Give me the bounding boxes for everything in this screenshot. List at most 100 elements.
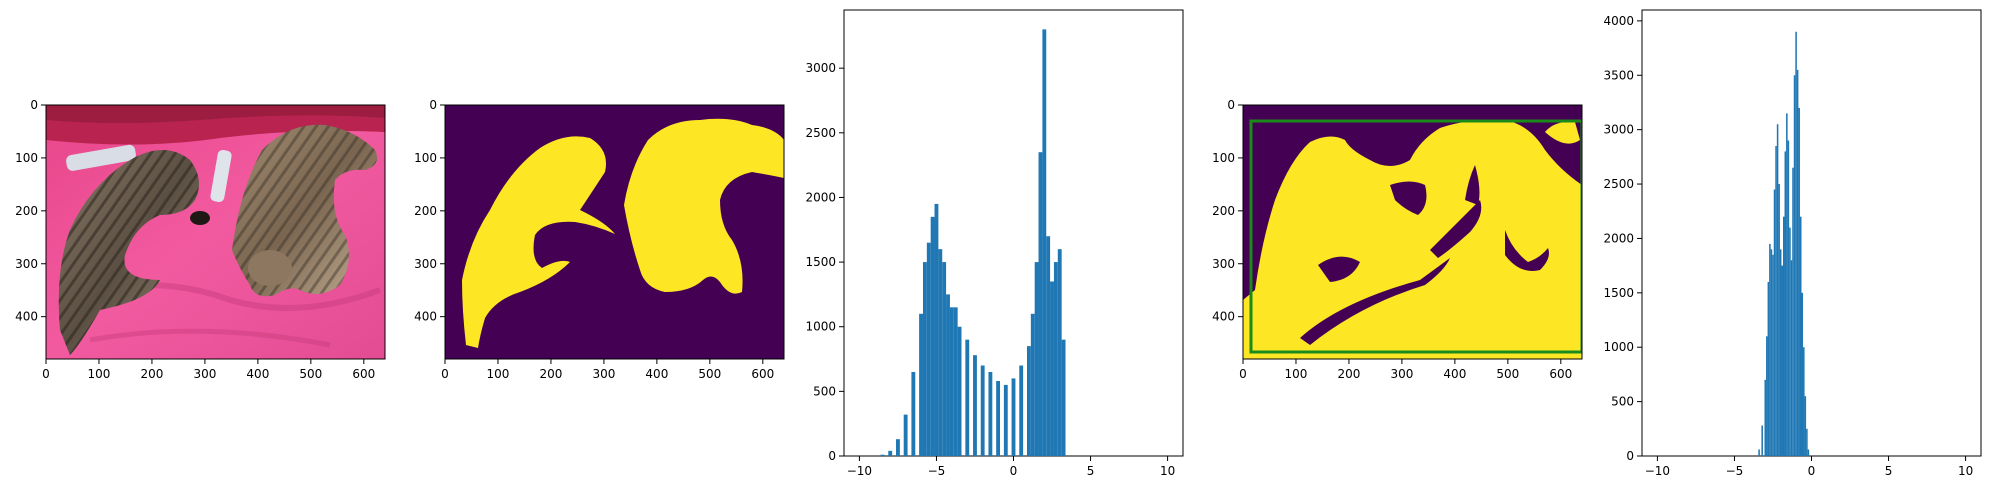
y-tick-label: 200: [15, 204, 38, 218]
histogram-bar: [1046, 236, 1051, 456]
y-tick-label: 0: [429, 98, 437, 112]
remote-left: [66, 144, 136, 171]
histogram-bar: [896, 439, 900, 456]
y-tick-label: 2000: [1603, 231, 1634, 245]
histogram-bar: [1801, 292, 1804, 456]
x-tick-label: −10: [847, 464, 872, 478]
y-tick-label: 1000: [805, 320, 836, 334]
histogram-bar: [880, 454, 885, 456]
histogram-bar: [942, 262, 947, 456]
y-tick-label: 200: [414, 204, 437, 218]
histogram-bar: [911, 371, 916, 456]
x-tick-label: 0: [441, 367, 449, 381]
x-tick-label: 200: [539, 367, 562, 381]
cat-photo: [46, 105, 385, 359]
mask-panel: 0 100 200 300 400 500 600 0 100 200 300 400: [414, 98, 785, 381]
x-tick-label: 600: [1549, 367, 1572, 381]
x-tick-label: 600: [751, 367, 774, 381]
histogram-bar: [1787, 140, 1790, 456]
segmentation-mask: [445, 105, 784, 359]
histogram-bar: [1770, 249, 1773, 456]
y-tick-label: 200: [1212, 204, 1235, 218]
x-tick-label: −5: [928, 464, 946, 478]
x-tick-label: 200: [1337, 367, 1360, 381]
histogram-bar: [1011, 378, 1016, 456]
y-tick-label: 400: [15, 310, 38, 324]
x-tick-label: 100: [1285, 367, 1308, 381]
x-tick-label: 0: [1010, 464, 1018, 478]
x-tick-label: 0: [1239, 367, 1247, 381]
y-tick-label: 100: [1212, 151, 1235, 165]
histogram-bar: [1773, 189, 1776, 457]
histogram-bar: [1038, 152, 1043, 457]
histogram-2-bars: [1758, 31, 1810, 457]
x-tick-label: 400: [1443, 367, 1466, 381]
histogram-bar: [1807, 449, 1810, 456]
mask-left-cat: [462, 136, 615, 348]
x-tick-label: 0: [42, 367, 50, 381]
y-tick-label: 100: [414, 151, 437, 165]
y-tick-label: 0: [828, 449, 836, 463]
histogram-bar: [949, 307, 954, 456]
histogram-bar: [1057, 249, 1062, 456]
histogram-bar: [1003, 384, 1008, 456]
x-tick-label: −10: [1645, 464, 1670, 478]
histogram-bar: [1767, 281, 1770, 456]
histogram-bar: [1779, 249, 1782, 456]
remote-right: [210, 149, 232, 203]
x-tick-label: 300: [592, 367, 615, 381]
histogram-bar: [930, 216, 935, 456]
y-tick-label: 100: [15, 151, 38, 165]
histogram-bar: [946, 294, 950, 456]
histogram-bar: [996, 381, 1001, 456]
y-tick-label: 1500: [1603, 286, 1634, 300]
photo-panel: 0 100 200 300 400 500 600 0 100 200 300 400: [15, 98, 386, 381]
histogram-2: −10 −5 0 5 10 0 500 1000 1500 2000 2500 3000 3500 400…: [1603, 9, 1982, 478]
mask-right-cat: [624, 118, 784, 294]
x-tick-label: 300: [193, 367, 216, 381]
histogram-bar: [938, 249, 943, 456]
y-tick-label: 300: [15, 257, 38, 271]
histogram-bar: [919, 313, 923, 456]
histogram-bar: [1034, 262, 1039, 456]
y-tick-label: 400: [414, 310, 437, 324]
y-tick-label: 2500: [805, 126, 836, 140]
x-tick-label: 300: [1390, 367, 1413, 381]
histogram-bar: [1795, 31, 1797, 456]
histogram-bar: [1792, 167, 1794, 457]
histogram-bar: [1019, 365, 1024, 456]
histogram-bar: [1772, 254, 1774, 456]
y-tick-label: 0: [1227, 98, 1235, 112]
y-tick-label: 2000: [805, 190, 836, 204]
histogram-bar: [1796, 69, 1799, 456]
histogram-1: −10 −5 0 5 10 0 500 1000 1500 2000 2500 3000: [805, 9, 1184, 478]
histogram-bar: [1781, 265, 1783, 456]
histogram-bar: [1769, 243, 1771, 456]
y-tick-label: 3500: [1603, 68, 1634, 82]
histogram-bar: [1799, 216, 1802, 456]
histogram-bar: [953, 307, 958, 456]
x-tick-label: −5: [1726, 464, 1744, 478]
histogram-bar: [1806, 428, 1808, 456]
y-tick-label: 500: [1611, 395, 1634, 409]
y-tick-label: 1000: [1603, 340, 1634, 354]
histogram-bar: [1758, 449, 1760, 456]
y-tick-label: 400: [1212, 310, 1235, 324]
histogram-bar: [1050, 281, 1054, 456]
histogram-1-bars: [880, 29, 1066, 457]
y-tick-label: 300: [1212, 257, 1235, 271]
threshold-panel: 0 100 200 300 400 500 600 0 100 200 300 400: [1212, 98, 1583, 381]
histogram-bar: [1766, 336, 1768, 456]
histogram-bar: [1790, 260, 1793, 456]
histogram-bar: [1776, 124, 1779, 456]
histogram-bar: [1775, 145, 1777, 456]
x-tick-label: 100: [88, 367, 111, 381]
threshold-mask: [1243, 105, 1582, 359]
histogram-bar: [1789, 227, 1791, 456]
y-tick-label: 0: [30, 98, 38, 112]
histogram-bar: [1053, 262, 1058, 456]
histogram-bar: [888, 450, 893, 456]
x-tick-label: 200: [140, 367, 163, 381]
histogram-bar: [1803, 347, 1805, 456]
